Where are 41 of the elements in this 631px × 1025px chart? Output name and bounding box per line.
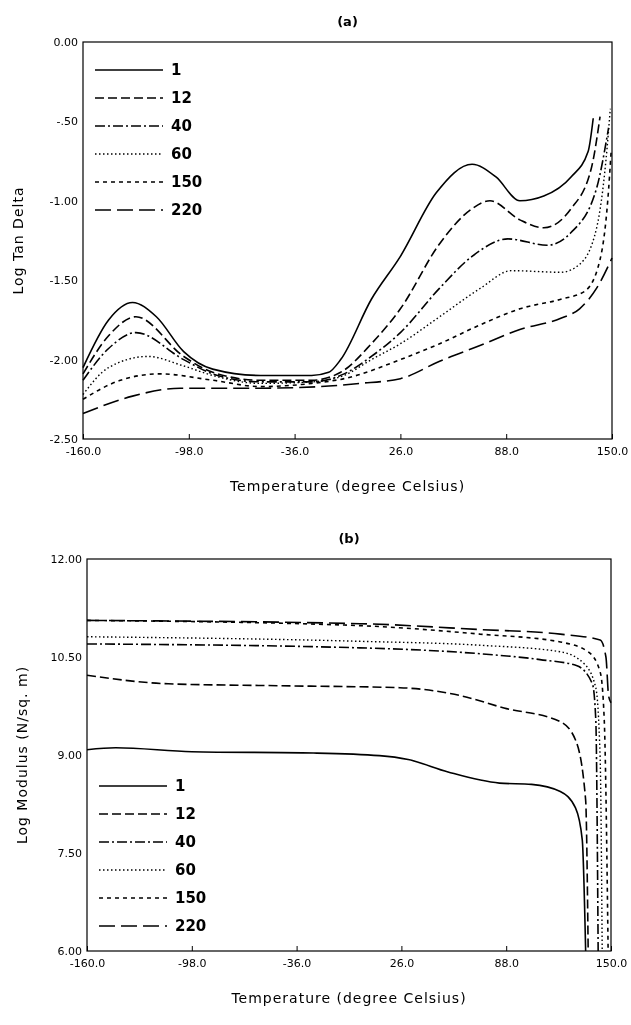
- chart-title: (b): [338, 531, 360, 546]
- chart-title: (a): [337, 14, 358, 29]
- legend-label: 12: [175, 805, 196, 823]
- y-tick-label: 10.50: [50, 651, 82, 665]
- y-tick-label: -.50: [56, 115, 78, 129]
- y-tick-label: 6.00: [57, 945, 82, 959]
- legend-label: 60: [175, 861, 196, 879]
- y-axis-title: Log Tan Delta: [10, 186, 26, 295]
- legend-label: 60: [171, 145, 192, 163]
- x-tick-label: -160.0: [69, 956, 106, 970]
- legend-label: 1: [171, 61, 182, 79]
- x-tick-label: -160.0: [65, 444, 102, 458]
- x-tick-label: 150.0: [596, 444, 629, 458]
- x-axis-title: Temperature (degree Celsius): [228, 478, 466, 494]
- legend-label: 150: [175, 889, 207, 907]
- x-tick-label: 88.0: [494, 956, 519, 970]
- y-tick-label: -1.00: [49, 194, 78, 208]
- x-tick-label: 26.0: [389, 956, 415, 970]
- legend-label: 220: [175, 917, 207, 935]
- legend-label: 12: [171, 89, 192, 107]
- x-tick-label: 150.0: [595, 956, 628, 970]
- legend-label: 40: [175, 833, 196, 851]
- legend-label: 40: [171, 117, 192, 135]
- x-tick-label: -98.0: [175, 444, 204, 458]
- legend-label: 220: [171, 201, 203, 219]
- y-axis-title: Log Modulus (N/sq. m): [14, 665, 30, 845]
- x-axis-title: Temperature (degree Celsius): [230, 990, 467, 1006]
- x-tick-label: 88.0: [494, 444, 519, 458]
- y-tick-label: 9.00: [57, 749, 82, 763]
- y-tick-label: -1.50: [49, 274, 78, 288]
- x-tick-label: -36.0: [280, 444, 310, 458]
- legend-label: 150: [171, 173, 203, 191]
- x-tick-label: -98.0: [178, 956, 207, 970]
- x-tick-label: 26.0: [388, 444, 414, 458]
- x-tick-label: -36.0: [282, 956, 312, 970]
- y-tick-label: -2.50: [49, 433, 78, 447]
- y-tick-label: -2.00: [49, 353, 78, 367]
- y-tick-label: 12.00: [50, 553, 82, 567]
- y-tick-label: 0.00: [53, 36, 78, 50]
- y-tick-label: 7.50: [57, 847, 82, 861]
- legend-label: 1: [175, 777, 186, 795]
